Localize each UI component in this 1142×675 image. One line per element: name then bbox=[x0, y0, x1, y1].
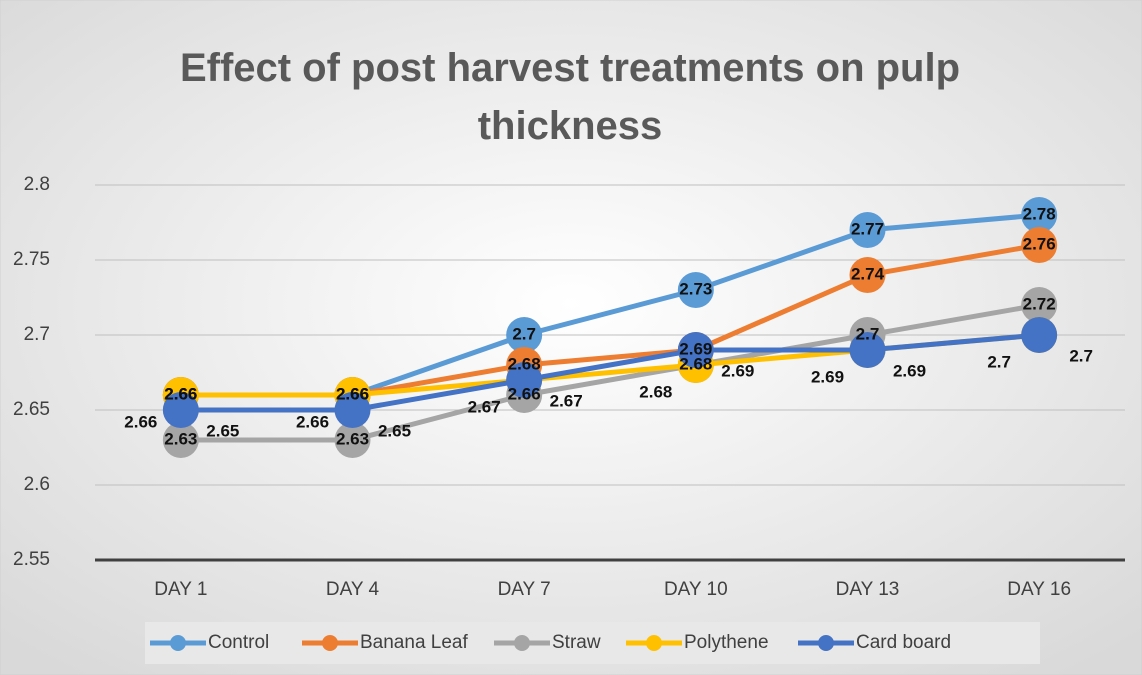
marker bbox=[677, 272, 714, 308]
series-line bbox=[180, 302, 1040, 443]
legend-marker bbox=[514, 635, 530, 651]
marker bbox=[334, 422, 371, 458]
x-tick-label: DAY 1 bbox=[154, 579, 207, 600]
marker bbox=[506, 362, 543, 398]
legend-box bbox=[145, 622, 1040, 664]
marker bbox=[849, 212, 886, 248]
data-label: 2.76 bbox=[1023, 234, 1056, 253]
legend-marker bbox=[818, 635, 834, 651]
data-label: 2.63 bbox=[164, 429, 197, 448]
data-label: 2.66 bbox=[164, 384, 197, 403]
data-label: 2.69 bbox=[811, 367, 844, 386]
marker bbox=[849, 332, 886, 368]
x-tick-label: DAY 4 bbox=[326, 579, 380, 600]
legend-label: Control bbox=[208, 632, 269, 653]
data-label: 2.68 bbox=[639, 382, 672, 401]
chart-title: Effect of post harvest treatments on pul… bbox=[180, 46, 960, 148]
data-label: 2.66 bbox=[164, 384, 197, 403]
x-tick-label: DAY 16 bbox=[1007, 579, 1071, 600]
legend-marker bbox=[646, 635, 662, 651]
marker bbox=[334, 392, 371, 428]
data-label: 2.65 bbox=[206, 421, 239, 440]
data-label: 2.7 bbox=[856, 324, 880, 343]
data-label: 2.7 bbox=[987, 352, 1011, 371]
marker bbox=[677, 332, 714, 368]
data-label: 2.78 bbox=[1023, 204, 1056, 223]
data-label: 2.66 bbox=[508, 384, 541, 403]
marker bbox=[1021, 197, 1058, 233]
marker bbox=[849, 257, 886, 293]
marker bbox=[1021, 317, 1058, 353]
legend-label: Banana Leaf bbox=[360, 632, 468, 653]
marker bbox=[1021, 287, 1058, 323]
x-tick-label: DAY 10 bbox=[664, 579, 728, 600]
data-label: 2.69 bbox=[893, 361, 926, 380]
data-label: 2.7 bbox=[1069, 346, 1093, 365]
data-label: 2.68 bbox=[508, 354, 541, 373]
data-label: 2.66 bbox=[296, 412, 329, 431]
y-tick-label: 2.55 bbox=[13, 549, 50, 570]
y-tick-label: 2.65 bbox=[13, 399, 50, 420]
data-label: 2.67 bbox=[468, 397, 501, 416]
marker bbox=[506, 317, 543, 353]
data-label: 2.74 bbox=[851, 264, 885, 283]
x-tick-label: DAY 13 bbox=[836, 579, 900, 600]
y-tick-label: 2.6 bbox=[24, 474, 50, 495]
data-label: 2.66 bbox=[336, 384, 369, 403]
data-label: 2.67 bbox=[550, 391, 583, 410]
x-tick-label: DAY 7 bbox=[498, 579, 551, 600]
data-label: 2.69 bbox=[721, 361, 754, 380]
data-label: 2.66 bbox=[336, 384, 369, 403]
series-line bbox=[180, 332, 1040, 413]
data-label: 2.77 bbox=[851, 219, 884, 238]
data-label: 2.7 bbox=[512, 324, 536, 343]
legend-marker bbox=[170, 635, 186, 651]
data-label: 2.72 bbox=[1023, 294, 1056, 313]
data-label: 2.63 bbox=[336, 429, 369, 448]
legend-label: Card board bbox=[856, 632, 951, 653]
legend-marker bbox=[322, 635, 338, 651]
data-label: 2.69 bbox=[679, 339, 712, 358]
data-label: 2.68 bbox=[679, 354, 712, 373]
marker bbox=[162, 392, 199, 428]
data-label: 2.65 bbox=[378, 421, 411, 440]
marker bbox=[162, 422, 199, 458]
y-tick-label: 2.7 bbox=[24, 324, 50, 345]
data-label: 2.66 bbox=[124, 412, 157, 431]
y-tick-label: 2.8 bbox=[24, 174, 50, 195]
y-tick-label: 2.75 bbox=[13, 249, 50, 270]
marker bbox=[1021, 227, 1058, 263]
legend-label: Polythene bbox=[684, 632, 769, 653]
data-label: 2.73 bbox=[679, 279, 712, 298]
legend-label: Straw bbox=[552, 632, 601, 653]
